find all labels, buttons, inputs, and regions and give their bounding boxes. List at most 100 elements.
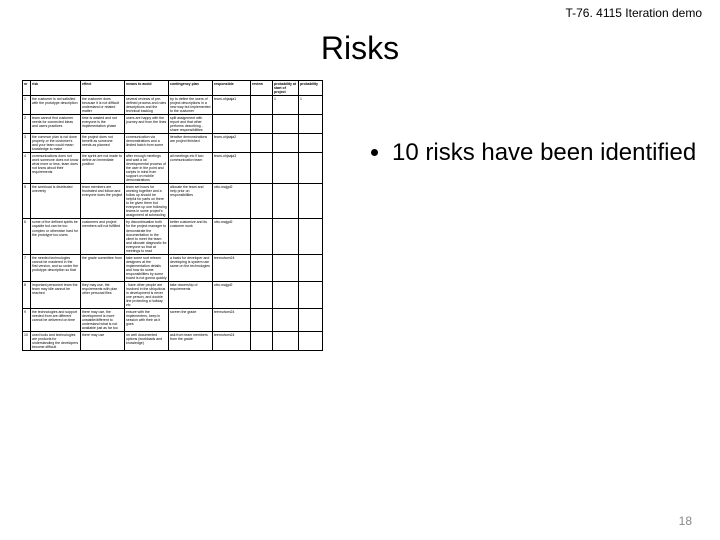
cell	[251, 115, 273, 134]
risk-table-wrap: nrriskeffectmeans to avoidcontingency pl…	[22, 80, 322, 490]
cell	[299, 331, 323, 350]
cell	[299, 134, 323, 153]
cell: team members are frustrated and follow a…	[81, 184, 125, 219]
cell: the common plan is not done properly or …	[31, 134, 81, 153]
col-8: probability	[299, 81, 323, 96]
cell: time is wasted and not everyone is the i…	[81, 115, 125, 134]
col-1: risk	[31, 81, 81, 96]
table-row: 7the needed technologies cannot be maste…	[23, 254, 323, 281]
cell: - have other people are involved in the …	[125, 281, 169, 308]
table-row: 2team cannot find customer needs for con…	[23, 115, 323, 134]
cell: users are happy with the journey and fro…	[125, 115, 169, 134]
cell: on well documented options (workloads an…	[125, 331, 169, 350]
cell: 6	[23, 219, 31, 254]
cell	[251, 219, 273, 254]
cell: teemuhom24	[213, 308, 251, 331]
col-6: review	[251, 81, 273, 96]
cell: a basis for developer and developing is …	[169, 254, 213, 281]
cell: 5	[23, 184, 31, 219]
cell: 1	[23, 96, 31, 115]
page-number: 18	[679, 514, 692, 528]
cell: there may use, the development is more u…	[81, 308, 125, 331]
cell: the customer does because it is not diff…	[81, 96, 125, 115]
table-row: 4communications does not work someone do…	[23, 153, 323, 184]
cell: the needed technologies cannot be master…	[31, 254, 81, 281]
col-3: means to avoid	[125, 81, 169, 96]
cell	[251, 96, 273, 115]
cell: the workload is distributed unevenly	[31, 184, 81, 219]
cell	[273, 281, 299, 308]
cell: 8	[23, 281, 31, 308]
cell: iterative demonstrations are project fin…	[169, 134, 213, 153]
cell: ensure with the implementers, keep in se…	[125, 308, 169, 331]
cell	[299, 219, 323, 254]
table-row: 9the technologies and support needed fro…	[23, 308, 323, 331]
table-row: 6some of the defined spirits be capable …	[23, 219, 323, 254]
cell: teemuhom24	[213, 254, 251, 281]
cell: some of the defined spirits be capable b…	[31, 219, 81, 254]
cell	[299, 281, 323, 308]
cell	[299, 115, 323, 134]
cell: used tools and technologies are products…	[31, 331, 81, 350]
cell: 7	[23, 254, 31, 281]
col-4: contingency plan	[169, 81, 213, 96]
cell	[251, 331, 273, 350]
cell: better customize and its customer work	[169, 219, 213, 254]
table-body: 1the customer is not satisfied with the …	[23, 96, 323, 351]
col-0: nr	[23, 81, 31, 96]
cell	[273, 115, 299, 134]
table-row: 8important personnel team the team may i…	[23, 281, 323, 308]
cell: allocate the team and help prior on resp…	[169, 184, 213, 219]
cell: the project does not benefit as someone …	[81, 134, 125, 153]
risk-table: nrriskeffectmeans to avoidcontingency pl…	[22, 80, 323, 351]
cell: try discontinuation both for the project…	[125, 219, 169, 254]
cell: teemuhom24	[213, 331, 251, 350]
cell	[299, 153, 323, 184]
cell	[273, 153, 299, 184]
cell: otto-majgd2	[213, 184, 251, 219]
cell	[273, 134, 299, 153]
cell: 1	[299, 96, 323, 115]
slide-title: Risks	[0, 30, 720, 67]
col-5: responsible	[213, 81, 251, 96]
cell: take some sort relearn designers at the …	[125, 254, 169, 281]
cell: ask from team members from the grade	[169, 331, 213, 350]
cell	[299, 254, 323, 281]
cell	[273, 184, 299, 219]
table-row: 5the workload is distributed unevenlytea…	[23, 184, 323, 219]
cell	[251, 134, 273, 153]
cell	[251, 184, 273, 219]
cell: screen the grade	[169, 308, 213, 331]
cell: communication via demonstrations and a l…	[125, 134, 169, 153]
cell: important personnel team the team may id…	[31, 281, 81, 308]
cell	[251, 254, 273, 281]
cell: 1	[273, 96, 299, 115]
cell: the grade committee from	[81, 254, 125, 281]
cell: team set hours for working together and …	[125, 184, 169, 219]
cell: there may use	[81, 331, 125, 350]
table-head: nrriskeffectmeans to avoidcontingency pl…	[23, 81, 323, 96]
col-7: probability at start of project	[273, 81, 299, 96]
cell	[251, 153, 273, 184]
cell: customers and project members will not f…	[81, 219, 125, 254]
cell	[251, 281, 273, 308]
cell: several reviews of pre-defined process a…	[125, 96, 169, 115]
cell	[213, 115, 251, 134]
cell: 10	[23, 331, 31, 350]
cell	[273, 219, 299, 254]
cell: team-ohjaaja1	[213, 96, 251, 115]
table-row: 1the customer is not satisfied with the …	[23, 96, 323, 115]
cell: the technologies and support needed from…	[31, 308, 81, 331]
cell	[299, 184, 323, 219]
cell	[273, 254, 299, 281]
cell: 9	[23, 308, 31, 331]
cell: communications does not work someone doe…	[31, 153, 81, 184]
cell: 4	[23, 153, 31, 184]
col-2: effect	[81, 81, 125, 96]
cell: team-ohjaaja3	[213, 153, 251, 184]
cell: 2	[23, 115, 31, 134]
header-tag: T-76. 4115 Iteration demo	[565, 6, 702, 20]
cell: try to define the users of project descr…	[169, 96, 213, 115]
cell	[251, 308, 273, 331]
bullet-list: 10 risks have been identified	[370, 138, 700, 168]
